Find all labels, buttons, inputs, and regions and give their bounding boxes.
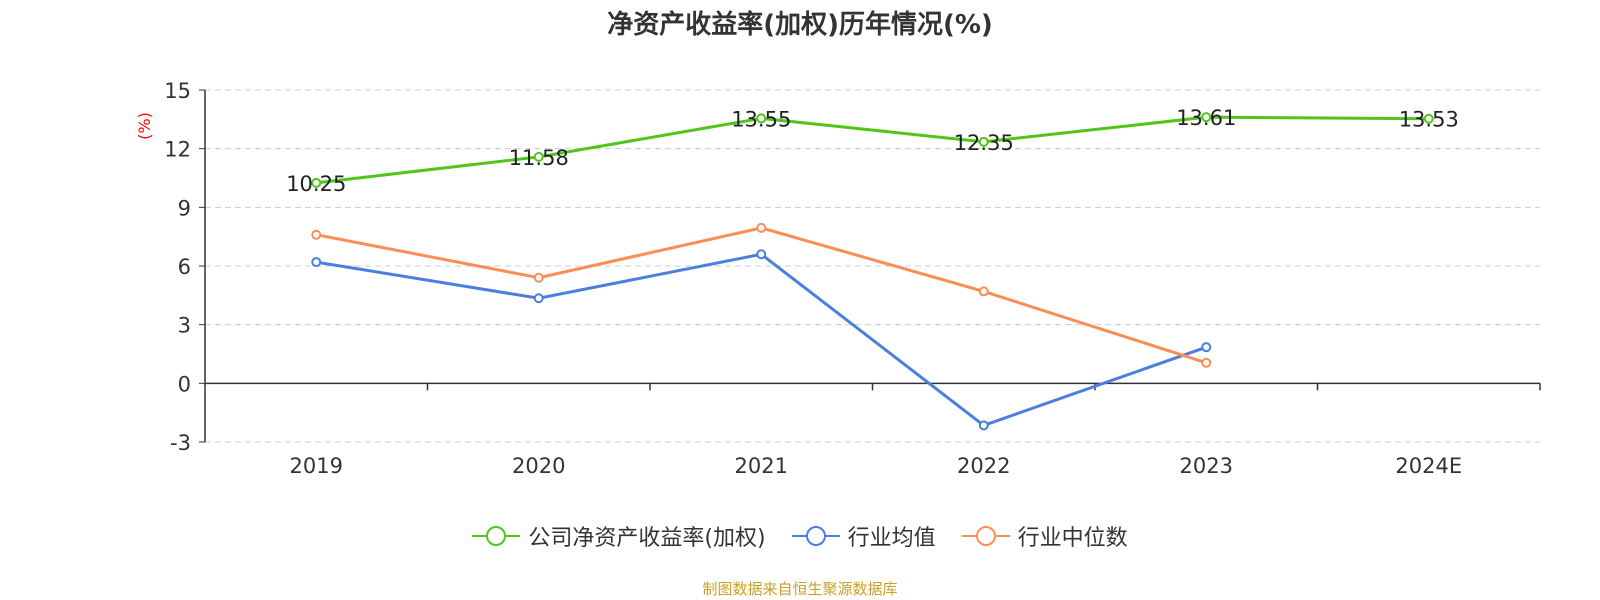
data-point xyxy=(1423,113,1434,124)
data-point xyxy=(756,113,767,124)
data-point xyxy=(533,151,544,162)
x-tick-label: 2020 xyxy=(512,454,565,478)
legend-item-industry-mean[interactable]: 行业均值 xyxy=(791,520,936,552)
data-point xyxy=(311,257,322,268)
data-point xyxy=(978,136,989,147)
y-tick-label: 6 xyxy=(178,255,191,279)
chart-legend: 公司净资产收益率(加权) 行业均值 行业中位数 xyxy=(0,520,1600,552)
y-tick-label: 12 xyxy=(164,138,191,162)
data-label: 11.58 xyxy=(509,146,569,170)
data-point xyxy=(756,249,767,260)
legend-label: 行业均值 xyxy=(847,526,936,551)
series-line xyxy=(315,226,1207,365)
legend-label: 行业中位数 xyxy=(1017,526,1128,551)
series-line xyxy=(316,252,1207,428)
data-label: 13.55 xyxy=(731,107,791,131)
data-point xyxy=(533,272,544,283)
x-tick-label: 2024E xyxy=(1395,454,1462,478)
x-tick-label: 2021 xyxy=(735,454,788,478)
legend-item-industry-median[interactable]: 行业中位数 xyxy=(961,520,1128,552)
data-point xyxy=(311,177,322,188)
chart-title: 净资产收益率(加权)历年情况(%) xyxy=(607,10,993,40)
data-point xyxy=(1201,112,1212,123)
x-tick-label: 2023 xyxy=(1180,454,1233,478)
data-label: 12.35 xyxy=(954,131,1014,155)
legend-line-marker-icon xyxy=(961,526,1010,546)
data-point xyxy=(1201,357,1212,368)
data-label: 13.53 xyxy=(1399,108,1459,132)
data-point xyxy=(311,229,322,240)
x-tick-label: 2019 xyxy=(290,454,343,478)
y-tick-label: 9 xyxy=(178,196,191,220)
y-tick-label: 3 xyxy=(178,314,191,338)
legend-item-company-roe[interactable]: 公司净资产收益率(加权) xyxy=(472,520,766,552)
data-point xyxy=(1201,342,1212,353)
data-point xyxy=(978,286,989,297)
series-line xyxy=(316,115,1429,185)
legend-label: 公司净资产收益率(加权) xyxy=(528,526,766,551)
y-tick-label: 15 xyxy=(164,79,191,103)
data-label: 10.25 xyxy=(286,172,346,196)
data-source-note: 制图数据来自恒生聚源数据库 xyxy=(702,580,898,598)
data-label: 13.61 xyxy=(1176,106,1236,130)
data-point xyxy=(756,222,767,233)
legend-line-marker-icon xyxy=(791,526,840,546)
y-axis-label: (%) xyxy=(135,112,154,140)
data-point xyxy=(533,293,544,304)
y-tick-label: 0 xyxy=(178,372,191,396)
x-tick-label: 2022 xyxy=(957,454,1010,478)
legend-line-marker-icon xyxy=(472,526,521,546)
y-tick-label: -3 xyxy=(170,431,191,455)
data-point xyxy=(978,420,989,431)
